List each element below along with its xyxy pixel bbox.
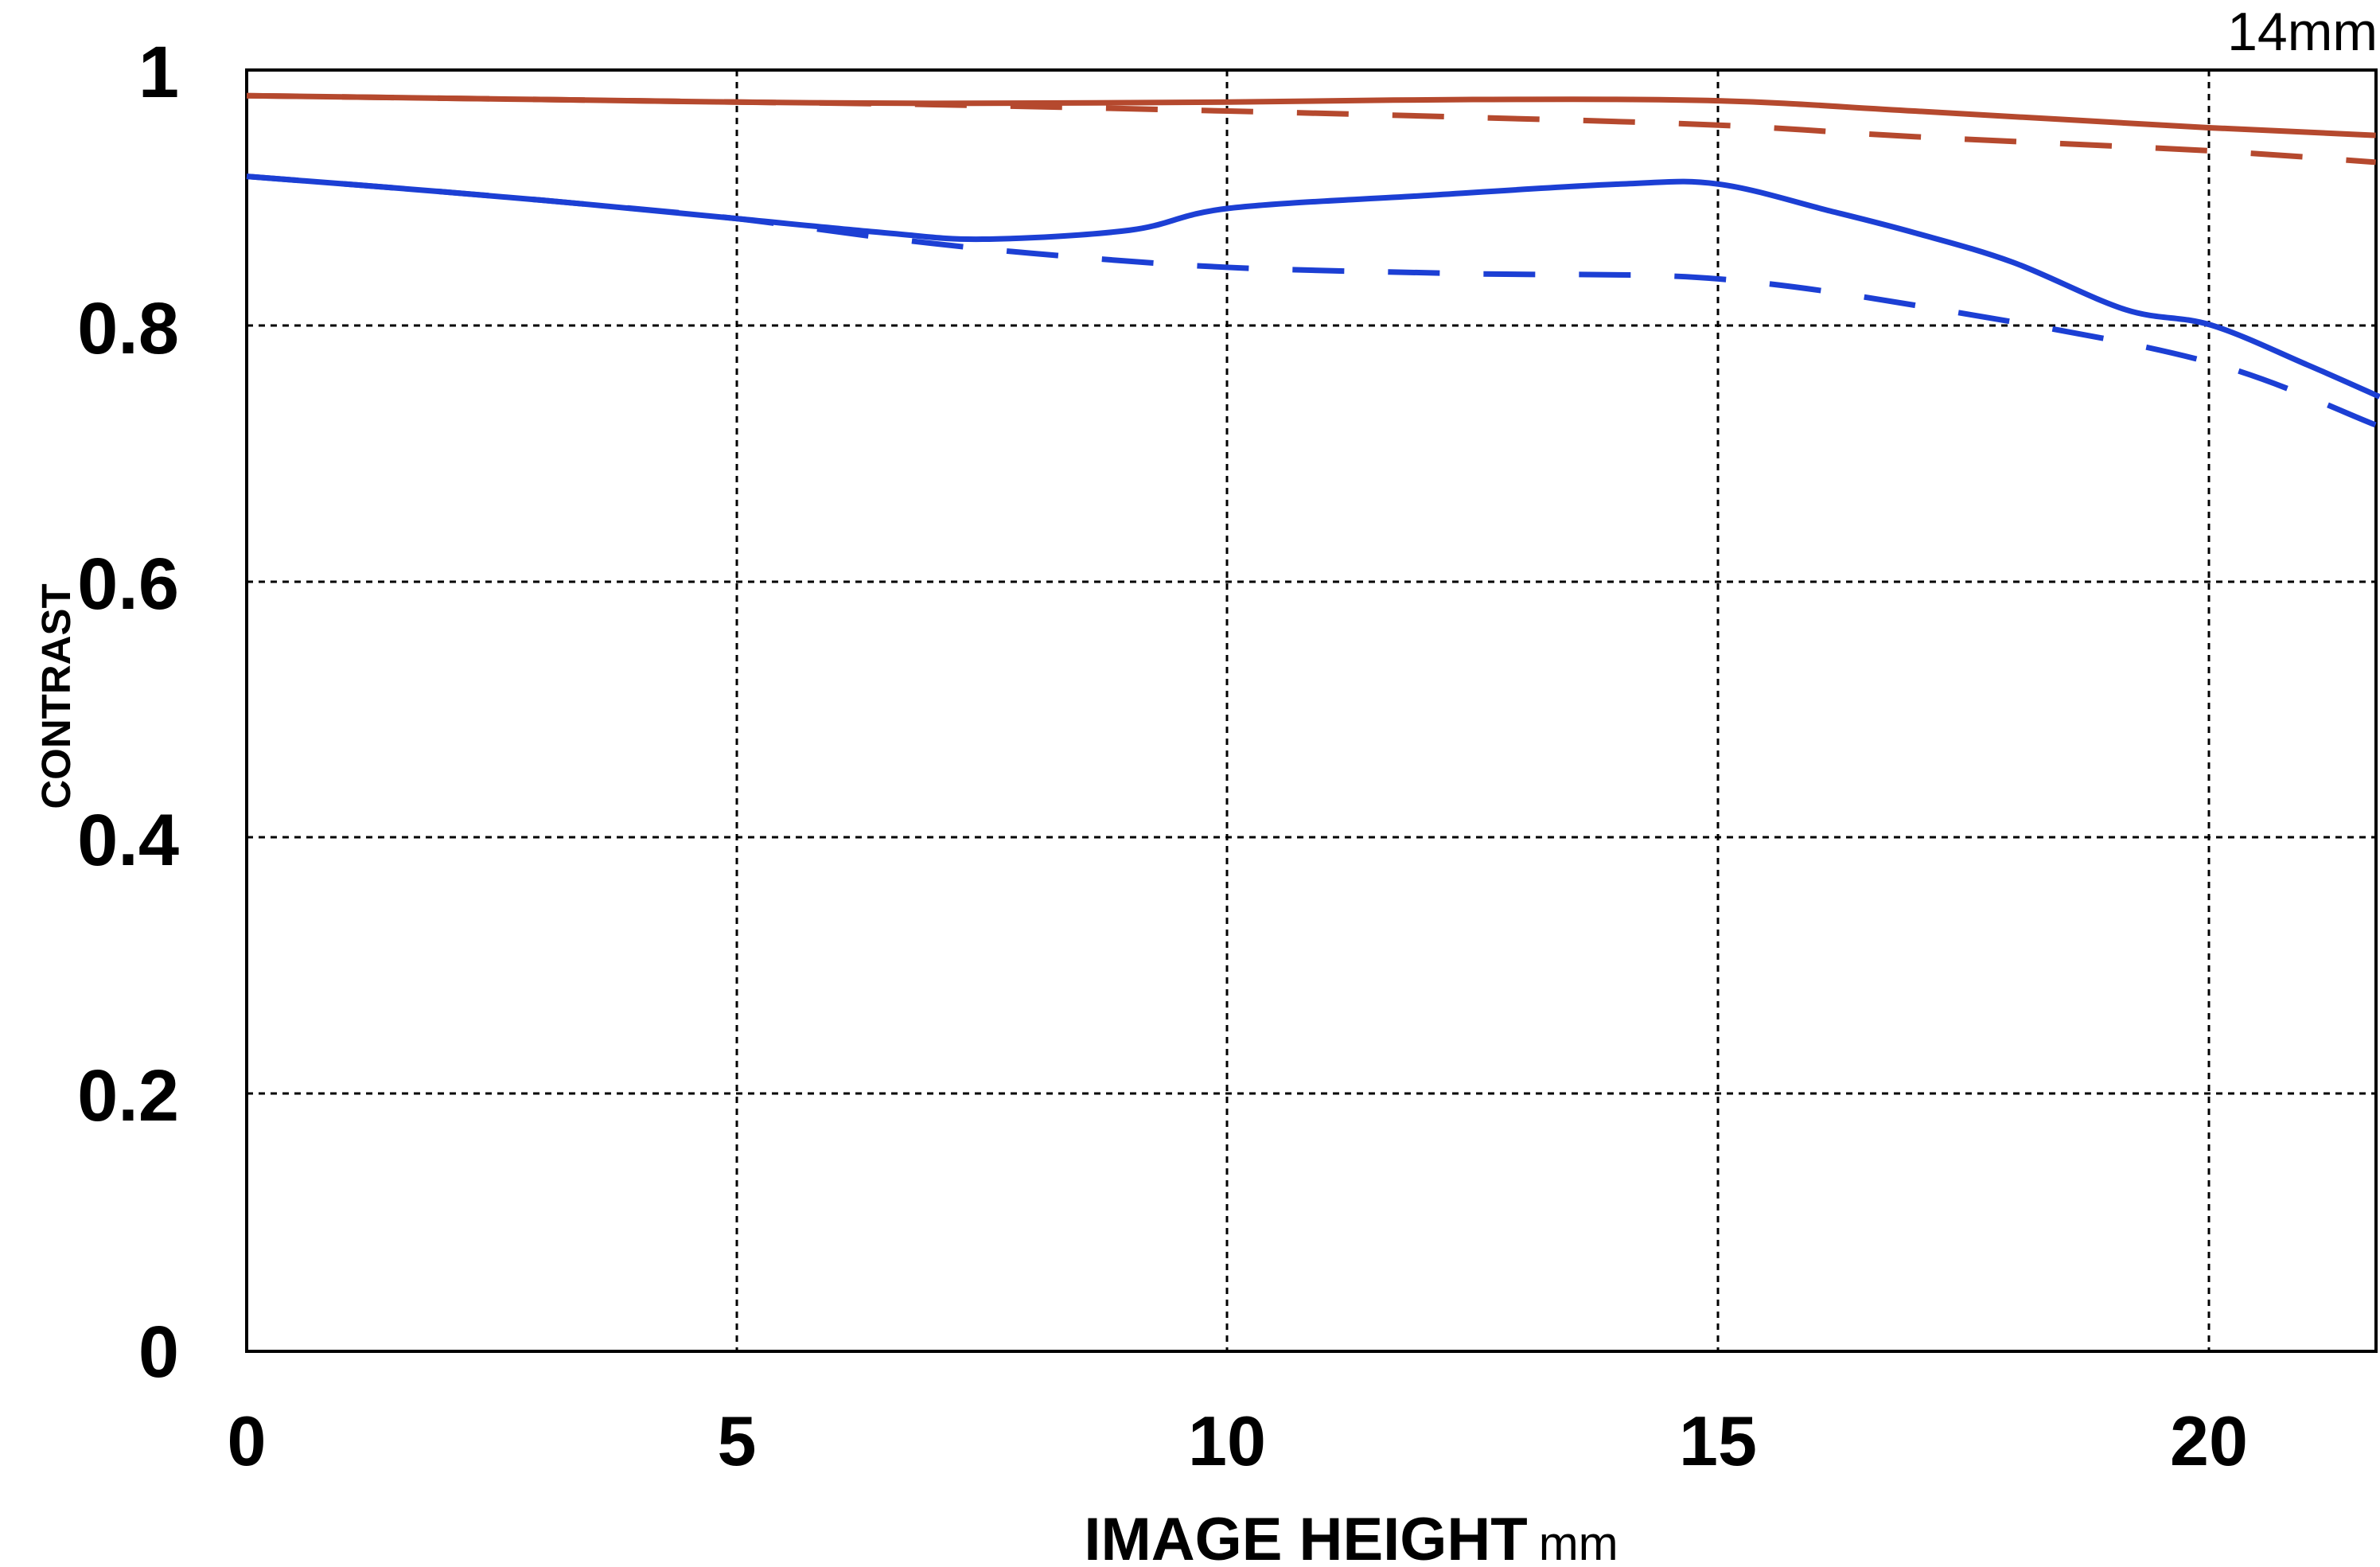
svg-text:CONTRAST: CONTRAST [33,583,79,809]
svg-text:0.4: 0.4 [77,800,179,881]
svg-text:14mm: 14mm [2227,2,2378,62]
svg-text:10: 10 [1188,1401,1266,1480]
svg-text:20: 20 [2170,1401,2248,1480]
svg-text:0: 0 [138,1312,179,1393]
svg-text:1: 1 [138,32,179,113]
svg-text:0: 0 [228,1401,267,1480]
svg-text:15: 15 [1679,1401,1757,1480]
svg-text:5: 5 [718,1401,757,1480]
svg-text:0.8: 0.8 [77,288,179,369]
svg-text:0.2: 0.2 [77,1055,179,1136]
svg-text:0.6: 0.6 [77,544,179,625]
